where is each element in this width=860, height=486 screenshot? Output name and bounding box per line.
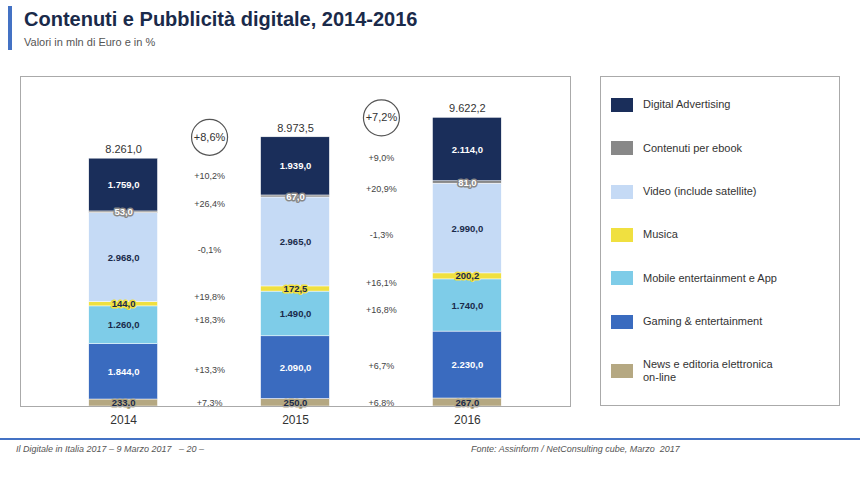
svg-text:+18,3%: +18,3%	[194, 315, 225, 325]
svg-text:2.968,0: 2.968,0	[108, 252, 140, 263]
svg-text:67,0: 67,0	[286, 191, 305, 202]
svg-text:267,0: 267,0	[455, 397, 479, 408]
svg-text:172,5: 172,5	[284, 283, 308, 294]
svg-text:2.230,0: 2.230,0	[452, 359, 484, 370]
svg-text:200,2: 200,2	[455, 270, 479, 281]
svg-text:+8,6%: +8,6%	[194, 131, 226, 143]
svg-text:+16,1%: +16,1%	[366, 278, 397, 288]
svg-text:-1,3%: -1,3%	[370, 230, 394, 240]
svg-text:1.759,0: 1.759,0	[108, 179, 140, 190]
svg-text:144,0: 144,0	[112, 298, 136, 309]
html-text:News e editoria elettronica on: News e editoria elettronica on-line	[643, 358, 773, 384]
svg-text:1.740,0: 1.740,0	[452, 300, 484, 311]
html-text:Musica: Musica	[643, 228, 678, 241]
svg-text:+9,0%: +9,0%	[369, 153, 395, 163]
html-text:Valori in mln di Euro e in %: Valori in mln di Euro e in %	[24, 36, 156, 48]
html-text:Video (include satellite): Video (include satellite)	[643, 185, 757, 197]
svg-text:8.261,0: 8.261,0	[105, 143, 142, 155]
svg-text:-0,1%: -0,1%	[198, 245, 222, 255]
svg-text:2.965,0: 2.965,0	[280, 236, 312, 247]
svg-text:1.844,0: 1.844,0	[108, 366, 140, 377]
svg-text:1.490,0: 1.490,0	[280, 308, 312, 319]
svg-text:+19,8%: +19,8%	[194, 292, 225, 302]
svg-text:250,0: 250,0	[283, 396, 308, 408]
svg-text:+13,3%: +13,3%	[194, 365, 225, 375]
svg-text:+7,3%: +7,3%	[196, 397, 223, 408]
html-text:Contenuti per ebook: Contenuti per ebook	[643, 141, 743, 154]
svg-text:2.114,0: 2.114,0	[452, 144, 483, 155]
svg-text:2.990,0: 2.990,0	[452, 223, 484, 234]
html-text:Mobile entertainment e App: Mobile entertainment e App	[643, 271, 777, 284]
svg-text:233,0: 233,0	[111, 397, 136, 408]
svg-text:+6,8%: +6,8%	[368, 397, 395, 408]
svg-text:8.973,5: 8.973,5	[277, 122, 314, 134]
svg-text:1.260,0: 1.260,0	[108, 319, 140, 330]
svg-text:9.622,2: 9.622,2	[449, 102, 486, 114]
svg-text:2014: 2014	[110, 413, 137, 427]
svg-text:+20,9%: +20,9%	[366, 184, 397, 194]
svg-text:53,0: 53,0	[114, 206, 133, 217]
html-text:Fonte: Assinform / NetConsulti: Fonte: Assinform / NetConsulting cube, M…	[471, 444, 680, 454]
svg-text:2.090,0: 2.090,0	[280, 362, 312, 373]
svg-text:+6,7%: +6,7%	[369, 361, 395, 371]
svg-text:2016: 2016	[454, 413, 481, 427]
svg-text:+7,2%: +7,2%	[366, 111, 398, 123]
svg-text:+26,4%: +26,4%	[194, 199, 225, 209]
html-text:Digital Advertising: Digital Advertising	[643, 98, 731, 111]
svg-text:1.939,0: 1.939,0	[280, 160, 312, 171]
html-text:Il Digitale in Italia 2017 – 9: Il Digitale in Italia 2017 – 9 Marzo 201…	[16, 444, 205, 454]
html-text:Contenuti e Pubblicità digital: Contenuti e Pubblicità digitale, 2014-20…	[24, 8, 418, 30]
svg-text:2015: 2015	[282, 413, 309, 427]
svg-text:+16,8%: +16,8%	[366, 305, 397, 315]
svg-text:+10,2%: +10,2%	[194, 171, 225, 181]
html-text:Gaming & entertainment: Gaming & entertainment	[643, 315, 763, 328]
svg-text:81,0: 81,0	[458, 177, 477, 188]
